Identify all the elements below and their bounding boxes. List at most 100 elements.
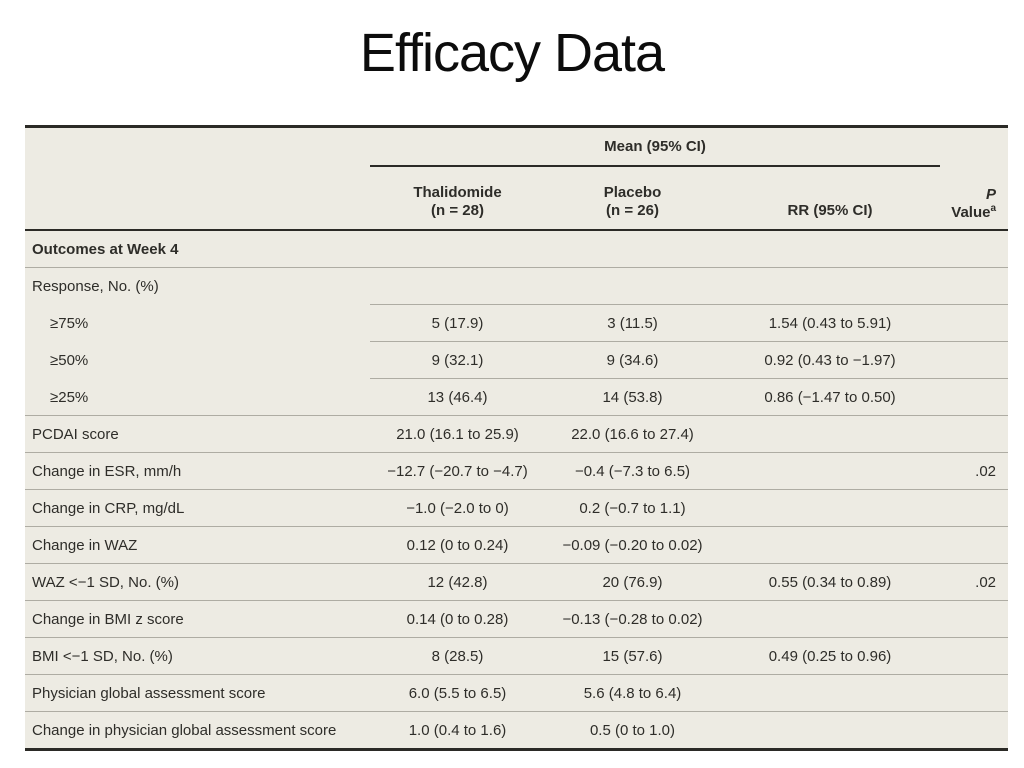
p-value bbox=[940, 341, 1009, 378]
row-label: ≥75% bbox=[25, 304, 370, 341]
thalidomide-value: 6.0 (5.5 to 6.5) bbox=[370, 674, 545, 711]
rr-value: 0.92 (0.43 to −1.97) bbox=[720, 341, 941, 378]
table-row: WAZ <−1 SD, No. (%) 12 (42.8) 20 (76.9) 0.5… bbox=[25, 563, 1009, 600]
placebo-value: 0.5 (0 to 1.0) bbox=[545, 711, 720, 748]
row-label: Change in BMI z score bbox=[25, 600, 370, 637]
spanner-gap-cell bbox=[940, 128, 1008, 167]
row-label: Change in CRP, mg/dL bbox=[25, 489, 370, 526]
thalidomide-header-line2: (n = 28) bbox=[431, 202, 484, 220]
thalidomide-value bbox=[370, 267, 545, 304]
table-header: Mean (95% CI) Thalidomide (n = 28) Place… bbox=[25, 128, 1009, 231]
mean-column-spanner: Mean (95% CI) bbox=[370, 128, 941, 167]
placebo-column-header: Placebo (n = 26) bbox=[545, 167, 720, 231]
table-row: PCDAI score 21.0 (16.1 to 25.9) 22.0 (16.6… bbox=[25, 415, 1009, 452]
row-label: Physician global assessment score bbox=[25, 674, 370, 711]
p-footnote-marker: a bbox=[990, 203, 997, 214]
placebo-value: −0.09 (−0.20 to 0.02) bbox=[545, 526, 720, 563]
placebo-value: −0.4 (−7.3 to 6.5) bbox=[545, 452, 720, 489]
p-value bbox=[940, 267, 1009, 304]
placebo-value: 3 (11.5) bbox=[545, 304, 720, 341]
row-label: Change in physician global assessment sc… bbox=[25, 711, 370, 748]
row-label: PCDAI score bbox=[25, 415, 370, 452]
p-value bbox=[940, 526, 1009, 563]
placebo-header-line1: Placebo bbox=[603, 183, 662, 201]
thalidomide-value: −1.0 (−2.0 to 0) bbox=[370, 489, 545, 526]
table-row: Response, No. (%) bbox=[25, 267, 1009, 304]
p-value-text: Value bbox=[951, 204, 991, 221]
table-row: ≥50% 9 (32.1) 9 (34.6) 0.92 (0.43 to −1.97) bbox=[25, 341, 1009, 378]
row-label: ≥50% bbox=[25, 341, 370, 378]
p-value bbox=[940, 711, 1009, 748]
slide-title: Efficacy Data bbox=[359, 23, 665, 83]
thalidomide-value: 21.0 (16.1 to 25.9) bbox=[370, 415, 545, 452]
rr-value bbox=[720, 415, 941, 452]
rr-value: 0.49 (0.25 to 0.96) bbox=[720, 637, 941, 674]
table-row: Outcomes at Week 4 bbox=[25, 231, 1008, 267]
rr-value: 0.86 (−1.47 to 0.50) bbox=[720, 378, 941, 415]
rr-value: 1.54 (0.43 to 5.91) bbox=[720, 304, 941, 341]
spanner-row: Mean (95% CI) bbox=[25, 128, 1008, 167]
table-row: Change in CRP, mg/dL −1.0 (−2.0 to 0) 0.2 … bbox=[25, 489, 1009, 526]
p-value bbox=[940, 489, 1009, 526]
thalidomide-value: 0.12 (0 to 0.24) bbox=[370, 526, 545, 563]
thalidomide-value: 12 (42.8) bbox=[370, 563, 545, 600]
rr-value bbox=[720, 526, 941, 563]
efficacy-table-wrap: Mean (95% CI) Thalidomide (n = 28) Place… bbox=[25, 125, 1009, 751]
placebo-value: 0.2 (−0.7 to 1.1) bbox=[545, 489, 720, 526]
p-value bbox=[940, 415, 1009, 452]
thalidomide-value: 5 (17.9) bbox=[370, 304, 545, 341]
column-header-row: Thalidomide (n = 28) Placebo (n = 26) RR… bbox=[25, 167, 1009, 231]
table-row: Change in BMI z score 0.14 (0 to 0.28) −0.… bbox=[25, 600, 1009, 637]
corner-cell bbox=[25, 128, 370, 167]
efficacy-table: Mean (95% CI) Thalidomide (n = 28) Place… bbox=[25, 125, 1009, 751]
p-value bbox=[940, 637, 1009, 674]
thalidomide-value: 9 (32.1) bbox=[370, 341, 545, 378]
thalidomide-header-line1: Thalidomide bbox=[413, 183, 502, 201]
row-label: Change in ESR, mm/h bbox=[25, 452, 370, 489]
rr-value bbox=[720, 267, 941, 304]
table-row: Physician global assessment score 6.0 (5.… bbox=[25, 674, 1009, 711]
p-value-column-header: P Valuea bbox=[940, 167, 1009, 231]
rr-value: 0.55 (0.34 to 0.89) bbox=[720, 563, 941, 600]
p-value bbox=[940, 231, 1008, 267]
p-value: .02 bbox=[940, 452, 1009, 489]
p-value bbox=[940, 600, 1009, 637]
row-label: Outcomes at Week 4 bbox=[32, 240, 179, 258]
table-row: BMI <−1 SD, No. (%) 8 (28.5) 15 (57.6) 0.49… bbox=[25, 637, 1009, 674]
p-italic: P bbox=[986, 186, 997, 203]
row-label: WAZ <−1 SD, No. (%) bbox=[25, 563, 370, 600]
p-value bbox=[940, 304, 1009, 341]
p-value bbox=[940, 674, 1009, 711]
thalidomide-value: 13 (46.4) bbox=[370, 378, 545, 415]
p-value: .02 bbox=[940, 563, 1009, 600]
table-row: ≥75% 5 (17.9) 3 (11.5) 1.54 (0.43 to 5.91) bbox=[25, 304, 1009, 341]
placebo-value: 5.6 (4.8 to 6.4) bbox=[545, 674, 720, 711]
rr-column-header: RR (95% CI) bbox=[720, 167, 941, 231]
table-body: Outcomes at Week 4 Response, No. (%) ≥75% 5… bbox=[25, 231, 1009, 748]
table-row: ≥25% 13 (46.4) 14 (53.8) 0.86 (−1.47 to 0.5… bbox=[25, 378, 1009, 415]
rr-value bbox=[720, 489, 941, 526]
rr-value bbox=[720, 452, 941, 489]
row-label: Change in WAZ bbox=[25, 526, 370, 563]
placebo-value: −0.13 (−0.28 to 0.02) bbox=[545, 600, 720, 637]
thalidomide-value: 8 (28.5) bbox=[370, 637, 545, 674]
table-row: Change in physician global assessment sc… bbox=[25, 711, 1009, 748]
placebo-value bbox=[545, 231, 720, 267]
table-row: Change in ESR, mm/h −12.7 (−20.7 to −4.7)… bbox=[25, 452, 1009, 489]
thalidomide-value: 0.14 (0 to 0.28) bbox=[370, 600, 545, 637]
rr-value bbox=[720, 711, 941, 748]
placebo-value: 14 (53.8) bbox=[545, 378, 720, 415]
row-label: ≥25% bbox=[25, 378, 370, 415]
rr-value bbox=[720, 231, 940, 267]
row-label: Response, No. (%) bbox=[25, 267, 370, 304]
thalidomide-value: 1.0 (0.4 to 1.6) bbox=[370, 711, 545, 748]
thalidomide-value bbox=[370, 231, 545, 267]
rr-value bbox=[720, 600, 941, 637]
table-row: Change in WAZ 0.12 (0 to 0.24) −0.09 (−0.2… bbox=[25, 526, 1009, 563]
placebo-value: 20 (76.9) bbox=[545, 563, 720, 600]
placebo-value: 22.0 (16.6 to 27.4) bbox=[545, 415, 720, 452]
label-column-header bbox=[25, 167, 370, 231]
thalidomide-column-header: Thalidomide (n = 28) bbox=[370, 167, 545, 231]
placebo-header-line2: (n = 26) bbox=[606, 202, 659, 220]
p-value bbox=[940, 378, 1009, 415]
